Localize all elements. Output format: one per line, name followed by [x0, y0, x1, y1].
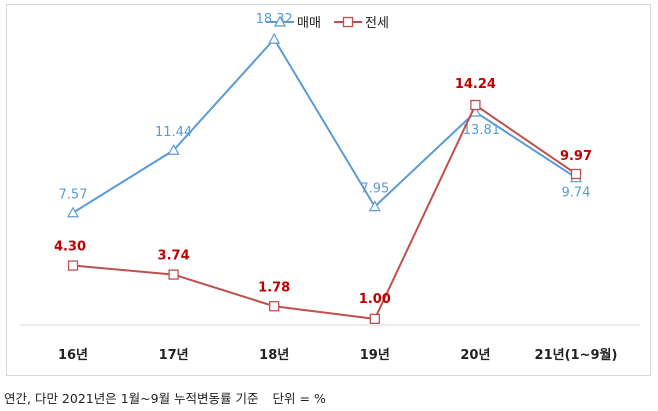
data-point-maemae [368, 200, 381, 212]
x-tick-label: 19년 [360, 348, 390, 363]
data-label-jeonse: 9.97 [560, 149, 592, 164]
data-point-maemae [167, 144, 180, 155]
footnote: 연간, 다만 2021년은 1월~9월 누적변동률 기준 단위 = % [4, 388, 326, 407]
data-label-maemae: 7.57 [59, 188, 88, 203]
data-label-jeonse: 4.30 [54, 240, 86, 255]
data-point-maemae [268, 32, 281, 44]
data-label-jeonse: 1.78 [258, 280, 290, 295]
data-label-maemae: 18.32 [256, 12, 293, 27]
data-point-jeonse [470, 99, 481, 111]
data-point-jeonse [168, 269, 179, 280]
data-label-maemae: 11.44 [155, 125, 192, 140]
data-label-jeonse: 3.74 [158, 249, 190, 264]
data-point-jeonse [369, 313, 380, 325]
series-line-maemae [72, 38, 577, 214]
data-point-jeonse [570, 168, 582, 180]
data-label-maemae: 13.81 [463, 123, 500, 138]
data-label-maemae: 7.95 [360, 182, 389, 197]
x-tick-label: 16년 [58, 348, 88, 363]
x-tick-label: 18년 [259, 348, 289, 363]
footnote-text: 연간, 다만 2021년은 1월~9월 누적변동률 기준 [4, 391, 259, 406]
legend-label-jeonse: 전세 [365, 16, 389, 31]
x-tick-label: 17년 [159, 348, 189, 363]
legend-label-maemae: 매매 [297, 16, 321, 31]
data-label-jeonse: 14.24 [455, 77, 496, 92]
x-tick-label: 21년(1~9월) [535, 347, 618, 363]
data-label-maemae: 9.74 [562, 186, 591, 201]
series-line-jeonse [72, 104, 577, 320]
data-point-maemae [66, 206, 80, 218]
data-point-jeonse [67, 260, 79, 271]
data-label-jeonse: 1.00 [359, 292, 391, 307]
x-tick-label: 20년 [460, 348, 490, 363]
data-point-jeonse [269, 301, 280, 312]
unit-note: 단위 = % [272, 391, 326, 406]
line-chart: 16년 17년 18년 19년 20년 21년(1~9월) 7.57 11.44 18.32 7.… [20, 12, 640, 363]
legend-marker-jeonse [342, 16, 354, 28]
legend-marker-maemae [273, 15, 287, 27]
